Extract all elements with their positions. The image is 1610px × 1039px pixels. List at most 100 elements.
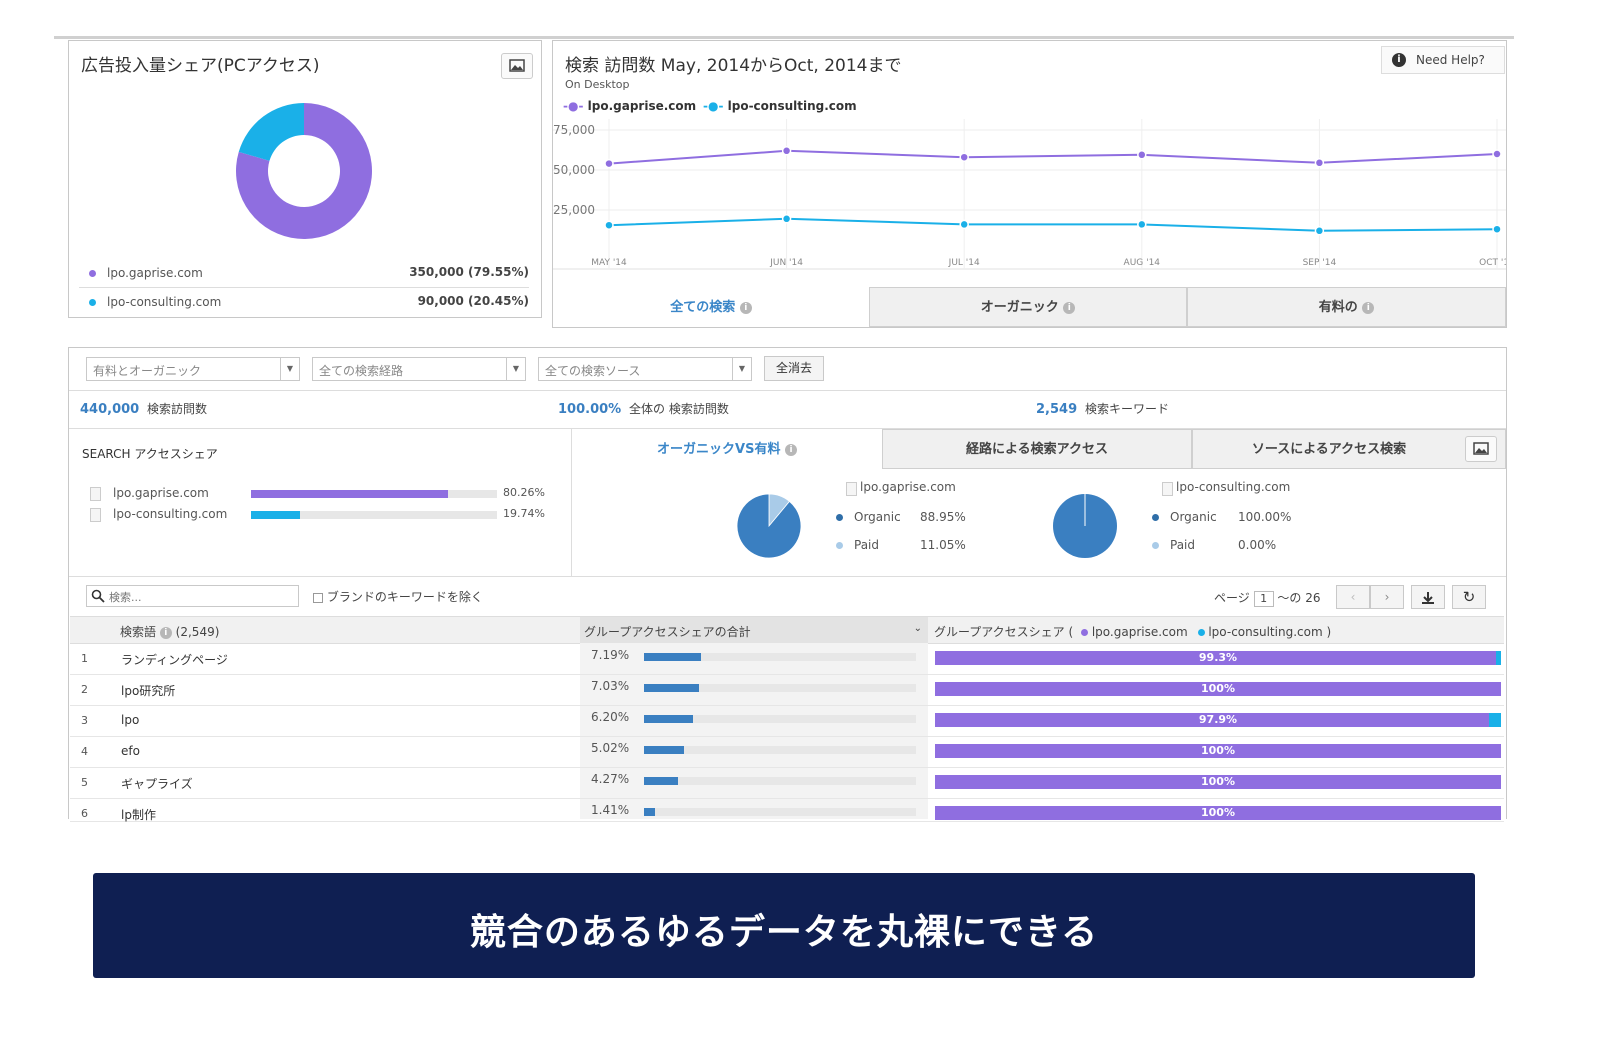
summary-visits: 440,000 検索訪問数: [80, 400, 207, 417]
keyword-link[interactable]: ギャプライズ: [121, 777, 193, 791]
page-icon: [846, 482, 857, 496]
series-legend-1[interactable]: -●- lpo.gaprise.com: [563, 99, 696, 113]
tab-label: オーガニックVS有料: [657, 442, 781, 457]
tab-organic-vs-paid[interactable]: オーガニックVS有料 i: [572, 429, 882, 469]
legend-dot-icon: [1197, 629, 1205, 636]
total-share-pct: 1.41%: [591, 803, 630, 817]
line-legend-icon: -●-: [703, 99, 724, 113]
row-number: 2: [81, 683, 88, 696]
row-number: 3: [81, 714, 88, 727]
search-icon: [91, 589, 105, 603]
page-input[interactable]: 1: [1253, 591, 1274, 607]
keyword-link[interactable]: efo: [121, 744, 140, 758]
keyword-link[interactable]: lp制作: [121, 808, 156, 822]
refresh-icon: ↻: [1462, 588, 1476, 606]
chevron-left-icon: ‹: [1350, 590, 1356, 604]
search-source-dropdown[interactable]: 全ての検索ソース ▼: [538, 357, 752, 381]
banner-text: 競合のあるゆるデータを丸裸にできる: [469, 912, 1099, 953]
legend-dot-icon: [89, 270, 96, 277]
tab-label: 経路による検索アクセス: [966, 442, 1108, 457]
x-tick-label: OCT '14: [1479, 258, 1506, 268]
table-header: 検索語 i (2,549) グループアクセスシェアの合計 ⌄ グループアクセスシ…: [70, 616, 1504, 644]
total-share-column: [580, 643, 928, 819]
y-tick-label: 50,000: [553, 163, 595, 177]
access-share-title: SEARCH アクセスシェア: [82, 447, 218, 461]
group-share-bar: 100%: [935, 775, 1501, 789]
table-row[interactable]: 2 lpo研究所 7.03% 100%: [70, 674, 1504, 706]
need-help-button[interactable]: i Need Help?: [1381, 46, 1505, 74]
row-number: 4: [81, 745, 88, 758]
info-icon: i: [1063, 301, 1076, 314]
table-row[interactable]: 3 lpo 6.20% 97.9%: [70, 705, 1504, 737]
tab-all-search[interactable]: 全ての検索 i: [553, 287, 869, 327]
checkbox[interactable]: [313, 592, 323, 603]
total-share-track: [644, 715, 916, 723]
top-border: [54, 36, 1514, 39]
line-legend-icon: -●-: [563, 99, 584, 113]
organic-paid-pie-1: [736, 493, 802, 559]
access-share-row-1: lpo.gaprise.com 80.26%: [90, 486, 560, 504]
table-row[interactable]: 5 ギャプライズ 4.27% 100%: [70, 767, 1504, 799]
header-site-1: lpo.gaprise.com: [1091, 625, 1188, 639]
data-point: [604, 220, 614, 230]
ad-share-donut: [236, 103, 372, 240]
keyword-link[interactable]: lpo: [121, 713, 140, 727]
access-share-row-2: lpo-consulting.com 19.74%: [90, 507, 560, 525]
legend-value: 350,000 (79.55%): [409, 265, 529, 279]
tab-search-path[interactable]: 経路による検索アクセス: [882, 429, 1192, 469]
clear-all-button[interactable]: 全消去: [764, 356, 824, 381]
group-share-label: 100%: [1201, 806, 1235, 819]
row-number: 1: [81, 652, 88, 665]
image-icon[interactable]: [1465, 436, 1497, 462]
keyword-link[interactable]: lpo研究所: [121, 684, 176, 698]
sort-desc-icon: ⌄: [913, 623, 922, 634]
filter-divider: [69, 390, 1506, 391]
keyword-link[interactable]: ランディングページ: [121, 653, 228, 667]
search-field[interactable]: [107, 587, 291, 607]
group-share-label: 100%: [1201, 744, 1235, 757]
total-share-header[interactable]: グループアクセスシェアの合計 ⌄: [580, 617, 928, 643]
pager: ページ 1 〜の 26: [1214, 589, 1321, 607]
total-share-pct: 4.27%: [591, 772, 630, 786]
refresh-button[interactable]: ↻: [1452, 585, 1486, 609]
prev-page-button[interactable]: ‹: [1336, 585, 1370, 609]
access-share-pct: 19.74%: [503, 507, 545, 520]
row-number: 5: [81, 776, 88, 789]
row-number: 6: [81, 807, 88, 820]
data-point: [1314, 226, 1325, 236]
summary-divider: [69, 428, 1506, 429]
total-share-track: [644, 653, 916, 661]
tab-search-source[interactable]: ソースによるアクセス検索: [1192, 429, 1506, 469]
data-point: [959, 152, 969, 162]
table-row[interactable]: 6 lp制作 1.41% 100%: [70, 798, 1504, 822]
image-icon[interactable]: [501, 53, 533, 79]
search-path-dropdown[interactable]: 全ての検索経路 ▼: [312, 357, 526, 381]
organic-label: Organic: [1170, 510, 1217, 524]
y-tick-label: 25,000: [553, 203, 595, 217]
table-row[interactable]: 4 efo 5.02% 100%: [70, 736, 1504, 768]
data-point: [1314, 158, 1325, 168]
table-row[interactable]: 1 ランディングページ 7.19% 99.3%: [70, 643, 1504, 675]
data-point: [781, 214, 792, 224]
pie-site: lpo.gaprise.com: [860, 480, 956, 494]
total-share-pct: 7.03%: [591, 679, 630, 693]
total-share-fill: [644, 653, 701, 661]
tab-paid[interactable]: 有料の i: [1187, 287, 1506, 327]
organic-value: 100.00%: [1238, 510, 1292, 524]
download-button[interactable]: [1411, 585, 1445, 609]
next-page-button[interactable]: ›: [1370, 585, 1404, 609]
tab-organic[interactable]: オーガニック i: [869, 287, 1187, 327]
keyword-search-input[interactable]: [86, 585, 299, 607]
series-legend-2[interactable]: -●- lpo-consulting.com: [703, 99, 857, 113]
access-share-fill: [251, 490, 449, 498]
visits-subtitle: On Desktop: [565, 78, 630, 91]
header-site-2: lpo-consulting.com ): [1208, 625, 1332, 639]
page-icon: [1162, 482, 1173, 496]
exclude-brand-toggle[interactable]: ブランドのキーワードを除く: [313, 588, 483, 605]
data-point: [1137, 219, 1147, 230]
legend-site: lpo-consulting.com: [107, 295, 222, 309]
visits-title: 検索 訪問数 May, 2014からOct, 2014まで: [565, 56, 902, 76]
page-icon: [90, 508, 101, 522]
keyword-header[interactable]: 検索語 i (2,549): [120, 623, 219, 640]
traffic-type-dropdown[interactable]: 有料とオーガニック ▼: [86, 357, 300, 381]
